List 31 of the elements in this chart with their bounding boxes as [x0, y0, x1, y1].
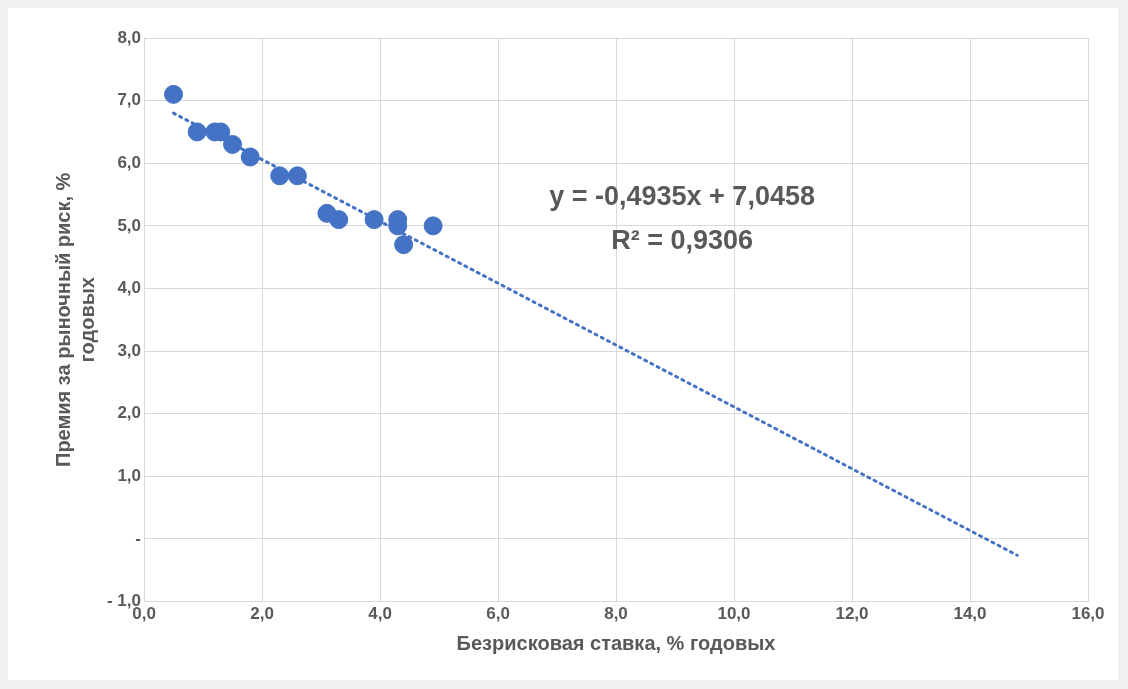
point	[270, 166, 290, 186]
y-tick-label: 1,0	[117, 466, 142, 486]
point	[364, 210, 384, 230]
point	[287, 166, 307, 186]
point	[394, 235, 414, 255]
x-tick-label: 4,0	[368, 604, 392, 624]
x-tick-label: 10,0	[717, 604, 751, 624]
x-axis-title: Безрисковая ставка, % годовых	[456, 631, 776, 654]
x-tick-label: 8,0	[604, 604, 628, 624]
x-tick-label: 16,0	[1071, 604, 1105, 624]
point	[223, 134, 243, 154]
x-tick-label: 14,0	[953, 604, 987, 624]
annotation: y = -0,4935x + 7,0458	[549, 181, 815, 212]
point	[164, 84, 184, 104]
y-tick-label: 4,0	[117, 278, 142, 298]
y-tick-label: 2,0	[117, 403, 142, 423]
point	[423, 216, 443, 236]
x-tick-label: 6,0	[486, 604, 510, 624]
point	[240, 147, 260, 167]
point	[329, 210, 349, 230]
y-tick-label: 8,0	[117, 27, 142, 47]
y-tick-label: 6,0	[117, 152, 142, 172]
y-tick-label: 7,0	[117, 90, 142, 110]
y-tick-label: 3,0	[117, 340, 142, 360]
y-tick-label: 5,0	[117, 215, 142, 235]
x-tick-label: 12,0	[835, 604, 869, 624]
y-tick-label: -	[135, 528, 142, 548]
y-axis-title: Премия за рыночный риск, % годовых	[51, 172, 98, 467]
annotation: R² = 0,9306	[611, 225, 754, 256]
x-tick-label: 2,0	[250, 604, 274, 624]
point	[187, 122, 207, 142]
